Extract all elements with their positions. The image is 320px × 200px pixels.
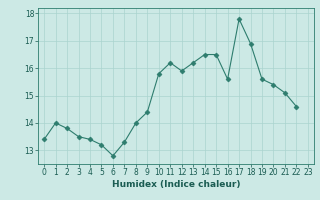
- X-axis label: Humidex (Indice chaleur): Humidex (Indice chaleur): [112, 180, 240, 189]
